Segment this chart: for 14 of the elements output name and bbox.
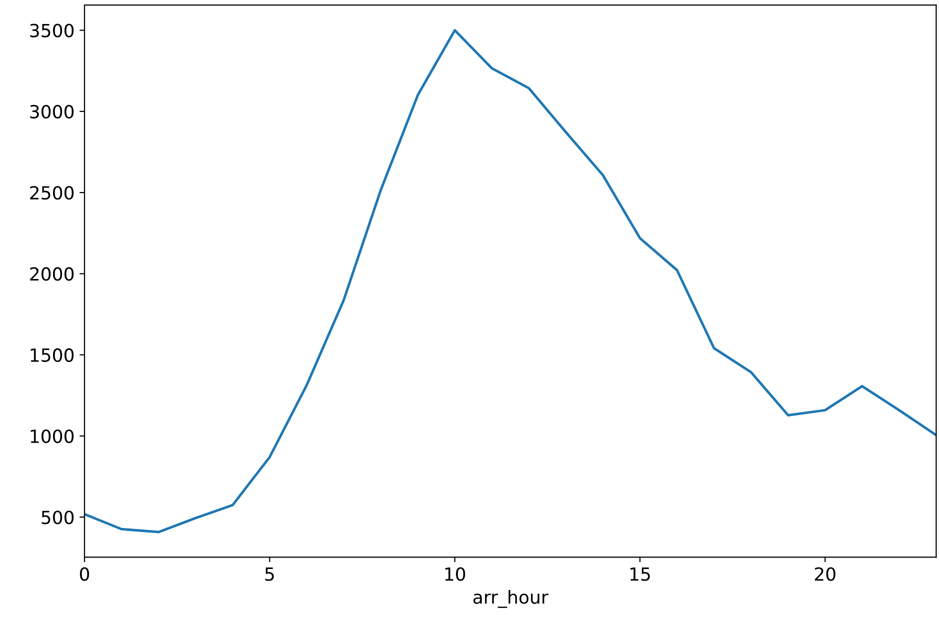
x-tick-label: 0	[80, 567, 90, 581]
y-tick-label: 2500	[30, 186, 74, 200]
x-tick-label: 10	[445, 567, 466, 581]
y-tick-label: 2000	[30, 267, 74, 281]
y-tick-label: 1000	[30, 429, 74, 444]
x-tick-label: 20	[814, 567, 836, 581]
line-series	[84, 29, 936, 534]
x-tick-label: 5	[265, 567, 274, 581]
y-tick-label: 3500	[30, 24, 74, 38]
y-tick-label: 3000	[30, 104, 74, 119]
y-tick-label: 500	[42, 510, 74, 524]
x-tick-label: 15	[630, 567, 650, 581]
y-tick-label: 1500	[30, 348, 74, 362]
x-axis-title: arr_hour	[473, 590, 548, 608]
